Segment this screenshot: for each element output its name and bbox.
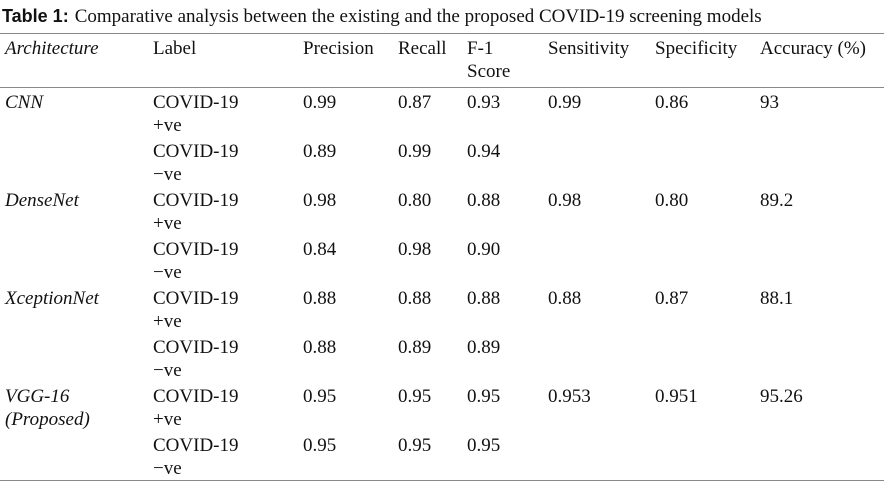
precision-cell: 0.98 [303,190,337,211]
f1-cell: 0.95 [467,386,501,407]
specificity-cell: 0.87 [655,288,689,309]
f1-cell: 0.93 [467,92,501,113]
f1-cell: 0.88 [467,288,501,309]
table-row: CNN COVID-19 +ve 0.99 0.87 0.93 0.99 0.86 93 [0,88,884,138]
architecture-cell: CNN [5,92,44,113]
column-header: Sensitivity [543,33,650,88]
f1-cell: 0.90 [467,239,501,260]
recall-cell: 0.87 [398,92,432,113]
sensitivity-cell: 0.98 [548,190,582,211]
header-row: Architecture Label Precision Recall F-1 Scor… [0,33,884,88]
precision-cell: 0.89 [303,141,337,162]
label-cell: COVID-19 −ve [153,141,239,185]
label-cell: COVID-19 +ve [153,386,239,430]
table-row: COVID-19 −ve 0.84 0.98 0.90 [0,235,884,284]
accuracy-cell: 88.1 [760,288,794,309]
architecture-cell: DenseNet [5,190,79,211]
label-cell: COVID-19 +ve [153,288,239,332]
precision-cell: 0.95 [303,386,337,407]
specificity-cell: 0.951 [655,386,698,407]
sensitivity-cell: 0.99 [548,92,582,113]
table: Architecture Label Precision Recall F-1 Scor… [0,33,884,481]
sensitivity-cell: 0.953 [548,386,591,407]
column-header: Accuracy (%) [755,33,884,88]
architecture-cell: VGG-16 (Proposed) [5,386,90,430]
table-row: DenseNet COVID-19 +ve 0.98 0.80 0.88 0.98 0.80… [0,186,884,235]
accuracy-cell: 95.26 [760,386,803,407]
caption-text: Comparative analysis between the existin… [74,6,762,27]
recall-cell: 0.95 [398,435,432,456]
recall-cell: 0.99 [398,141,432,162]
recall-cell: 0.88 [398,288,432,309]
f1-cell: 0.94 [467,141,501,162]
table-body: CNN COVID-19 +ve 0.99 0.87 0.93 0.99 0.86 93 COV… [0,88,884,481]
table-row: COVID-19 −ve 0.95 0.95 0.95 [0,431,884,481]
table-caption: Table 1: Comparative analysis between the… [2,6,762,28]
precision-cell: 0.88 [303,337,337,358]
architecture-cell: XceptionNet [5,288,99,309]
column-header: Specificity [650,33,755,88]
recall-cell: 0.89 [398,337,432,358]
column-header: Recall [393,33,462,88]
f1-cell: 0.89 [467,337,501,358]
precision-cell: 0.88 [303,288,337,309]
accuracy-cell: 93 [760,92,779,113]
sensitivity-cell: 0.88 [548,288,582,309]
table-row: COVID-19 −ve 0.88 0.89 0.89 [0,333,884,382]
f1-cell: 0.95 [467,435,501,456]
accuracy-cell: 89.2 [760,190,794,211]
column-header: Label [148,33,298,88]
f1-cell: 0.88 [467,190,501,211]
column-header: F-1 Score [462,33,543,88]
label-cell: COVID-19 −ve [153,239,239,283]
label-cell: COVID-19 −ve [153,337,239,381]
precision-cell: 0.95 [303,435,337,456]
recall-cell: 0.95 [398,386,432,407]
specificity-cell: 0.86 [655,92,689,113]
label-cell: COVID-19 −ve [153,435,239,479]
table-row: VGG-16 (Proposed) COVID-19 +ve 0.95 0.95 0.9… [0,382,884,431]
column-header: Architecture [0,33,148,88]
table-row: XceptionNet COVID-19 +ve 0.88 0.88 0.88 0.88 0… [0,284,884,333]
column-header: Precision [298,33,393,88]
recall-cell: 0.98 [398,239,432,260]
caption-label: Table 1: [2,6,69,26]
label-cell: COVID-19 +ve [153,92,239,136]
precision-cell: 0.99 [303,92,337,113]
specificity-cell: 0.80 [655,190,689,211]
recall-cell: 0.80 [398,190,432,211]
precision-cell: 0.84 [303,239,337,260]
label-cell: COVID-19 +ve [153,190,239,234]
table-row: COVID-19 −ve 0.89 0.99 0.94 [0,137,884,186]
